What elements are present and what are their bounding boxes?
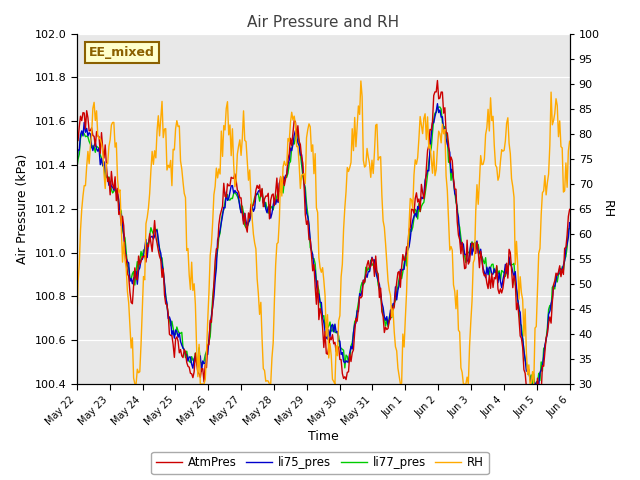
li75_pres [566,220,573,226]
AtmPres [268,192,276,198]
Title: Air Pressure and RH: Air Pressure and RH [247,15,399,30]
li77_pres [566,226,573,231]
li75_pres [132,268,140,274]
Text: EE_mixed: EE_mixed [89,46,155,59]
Line: li77_pres: li77_pres [77,107,570,393]
RH [385,288,393,293]
RH [566,138,573,144]
li77_pres [383,317,390,323]
AtmPres [383,327,390,333]
li77_pres [436,104,444,110]
li75_pres [234,190,241,196]
RH [134,366,141,372]
AtmPres [132,276,140,281]
RH [434,145,442,151]
Line: AtmPres: AtmPres [77,81,570,411]
li77_pres [268,204,276,209]
li77_pres [73,166,81,171]
AtmPres [434,78,442,84]
AtmPres [73,134,81,140]
li77_pres [431,110,439,116]
li77_pres [132,268,140,274]
RH [357,78,365,84]
X-axis label: Time: Time [308,430,339,443]
AtmPres [566,206,573,212]
RH [131,381,139,387]
li75_pres [383,314,390,320]
Legend: AtmPres, li75_pres, li77_pres, RH: AtmPres, li75_pres, li77_pres, RH [151,452,489,474]
li77_pres [429,130,436,135]
AtmPres [529,408,536,414]
Line: li75_pres: li75_pres [77,104,570,388]
li75_pres [529,385,536,391]
li75_pres [429,120,436,126]
RH [73,322,81,327]
li77_pres [234,193,241,199]
li75_pres [268,210,276,216]
li77_pres [531,390,539,396]
li75_pres [431,113,439,119]
li75_pres [73,162,81,168]
Y-axis label: Air Pressure (kPa): Air Pressure (kPa) [16,154,29,264]
AtmPres [429,119,436,124]
Y-axis label: RH: RH [600,200,614,218]
Line: RH: RH [77,81,570,384]
li75_pres [434,101,442,107]
AtmPres [234,187,241,193]
AtmPres [431,89,439,95]
RH [269,340,277,346]
RH [235,143,243,149]
RH [431,173,439,179]
